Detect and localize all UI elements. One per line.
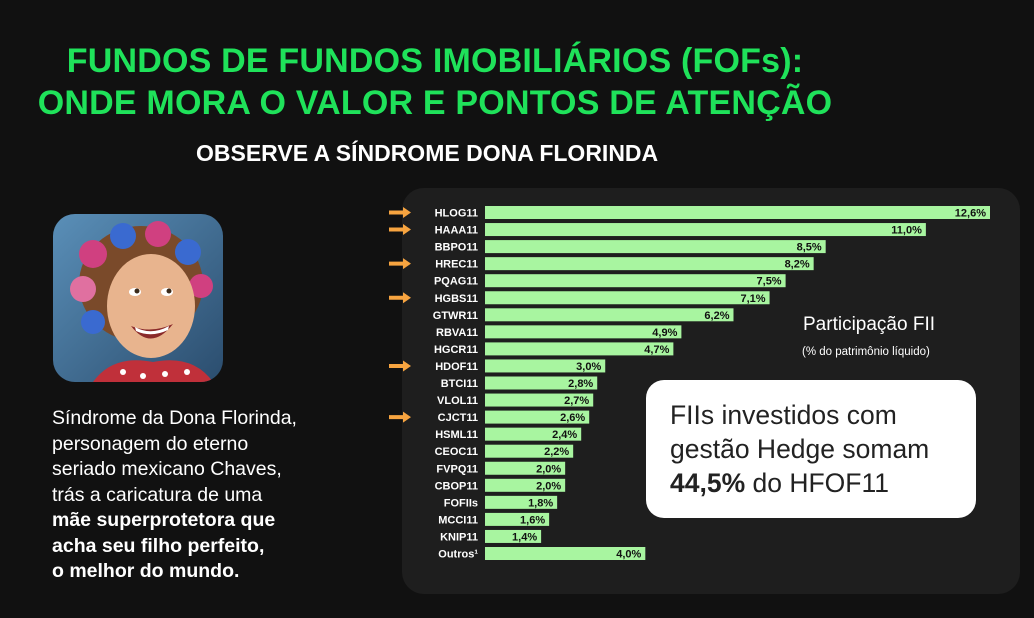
bar xyxy=(485,359,606,373)
data-label: 8,2% xyxy=(785,259,810,271)
arrow-icon xyxy=(389,292,411,304)
legend-subtitle: (% do patrimônio líquido) xyxy=(802,346,930,358)
data-label: 12,6% xyxy=(955,208,986,220)
category-label: HGBS11 xyxy=(435,293,478,305)
category-label: FOFIIs xyxy=(444,497,478,509)
bar xyxy=(485,461,566,475)
arrow-icon xyxy=(389,411,411,423)
bar xyxy=(485,478,566,492)
category-label: PQAG11 xyxy=(434,276,478,288)
caption-line: seriado mexicano Chaves, xyxy=(52,458,282,480)
data-label: 3,0% xyxy=(576,361,601,373)
category-label: HGCR11 xyxy=(434,344,478,356)
bar xyxy=(485,444,574,458)
category-label: Outros¹ xyxy=(438,549,478,561)
data-label: 6,2% xyxy=(704,310,729,322)
bar xyxy=(485,274,786,288)
category-label: HAAA11 xyxy=(435,225,478,237)
data-label: 4,9% xyxy=(652,327,677,339)
data-label: 2,0% xyxy=(536,480,561,492)
data-label: 4,7% xyxy=(644,344,669,356)
title-line-2: ONDE MORA O VALOR E PONTOS DE ATENÇÃO xyxy=(37,84,833,122)
arrow-icon xyxy=(389,224,411,236)
bar xyxy=(485,240,826,254)
category-label: CJCT11 xyxy=(438,412,478,424)
data-label: 2,7% xyxy=(564,395,589,407)
callout-line-3-rest: do HFOF11 xyxy=(745,468,889,498)
bar xyxy=(485,529,542,543)
category-label: VLOL11 xyxy=(437,395,478,407)
data-label: 7,1% xyxy=(740,293,765,305)
category-label: FVPQ11 xyxy=(436,463,478,475)
bar xyxy=(485,512,550,526)
caption-line: trás a caricatura de uma xyxy=(52,483,263,506)
arrow-icon xyxy=(389,258,411,270)
category-label: CBOP11 xyxy=(435,480,478,492)
bar xyxy=(485,291,770,305)
callout-value: 44,5% xyxy=(670,468,746,498)
callout-line-3: 44,5% do HFOF11 xyxy=(670,466,956,500)
category-label: KNIP11 xyxy=(440,531,478,543)
data-label: 1,4% xyxy=(512,531,537,543)
caption-bold-line: acha seu filho perfeito, xyxy=(52,534,265,557)
bar xyxy=(485,257,814,271)
data-label: 11,0% xyxy=(891,225,922,237)
category-label: BBPO11 xyxy=(435,242,478,254)
title-line-1: FUNDOS DE FUNDOS IMOBILIÁRIOS (FOFs): xyxy=(66,42,804,80)
category-label: BTCI11 xyxy=(441,378,478,390)
category-label: CEOC11 xyxy=(435,446,478,458)
data-label: 1,6% xyxy=(520,514,545,526)
bar xyxy=(485,223,926,237)
category-label: HREC11 xyxy=(435,259,478,271)
caption-bold-line: mãe superprotetora que xyxy=(52,509,276,531)
bar xyxy=(485,206,990,219)
category-label: GTWR11 xyxy=(433,310,478,322)
data-label: 7,5% xyxy=(757,276,782,288)
caption-text: Síndrome da Dona Florinda, personagem do… xyxy=(52,406,372,585)
category-label: HLOG11 xyxy=(435,208,478,220)
category-label: HSML11 xyxy=(435,429,478,441)
data-label: 2,8% xyxy=(568,378,593,390)
page-subtitle: OBSERVE A SÍNDROME DONA FLORINDA xyxy=(196,140,659,166)
data-label: 2,0% xyxy=(536,463,561,475)
callout-line-2: gestão Hedge somam xyxy=(670,434,930,464)
data-label: 2,4% xyxy=(552,429,577,441)
data-label: 8,5% xyxy=(797,242,822,254)
caption-bold-line: o melhor do mundo. xyxy=(52,560,240,582)
bar xyxy=(485,308,734,322)
bar xyxy=(485,547,646,560)
caption-line: personagem do eterno xyxy=(52,432,249,455)
bar xyxy=(485,427,582,441)
dona-florinda-photo xyxy=(53,214,223,382)
bar xyxy=(485,495,558,509)
callout-line-1: FIIs investidos com xyxy=(670,400,897,430)
bar xyxy=(485,342,674,356)
bar xyxy=(485,325,682,339)
arrow-icon xyxy=(389,207,411,218)
legend-title: Participação FII xyxy=(803,314,935,335)
data-label: 4,0% xyxy=(616,549,641,561)
callout-box: FIIs investidos com gestão Hedge somam 4… xyxy=(646,380,976,518)
category-label: RBVA11 xyxy=(436,327,478,339)
data-label: 2,2% xyxy=(544,446,569,458)
category-label: HDOF11 xyxy=(435,361,478,373)
data-label: 2,6% xyxy=(560,412,585,424)
arrow-icon xyxy=(389,360,411,372)
bar xyxy=(485,393,594,407)
bar xyxy=(485,376,598,390)
page-title: FUNDOS DE FUNDOS IMOBILIÁRIOS (FOFs): ON… xyxy=(0,40,870,124)
data-label: 1,8% xyxy=(528,497,553,509)
caption-line: Síndrome da Dona Florinda, xyxy=(52,407,297,429)
category-label: MCCI11 xyxy=(438,514,478,526)
bar xyxy=(485,410,590,424)
